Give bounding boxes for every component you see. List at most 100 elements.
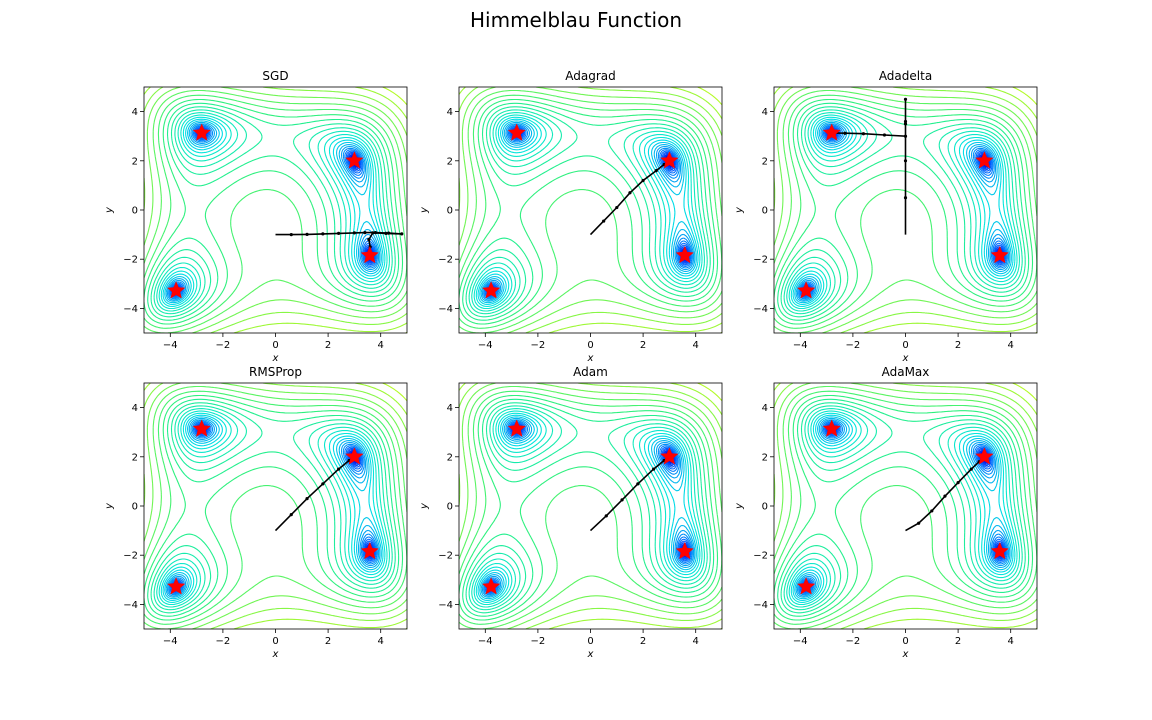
contour-level-12 <box>477 414 699 602</box>
x-tick-label: −4 <box>163 636 178 647</box>
subplot-rmsprop: −4 −2 0 2 4 −4 −2 0 2 4 RMSProp x y <box>104 365 408 660</box>
contour-level-21 <box>459 385 722 629</box>
contour-level-14 <box>788 114 1018 310</box>
x-tick-label: 0 <box>902 636 908 647</box>
x-axis-label: x <box>902 649 909 660</box>
x-tick-label: 0 <box>272 340 278 351</box>
path-step-5 <box>654 169 658 173</box>
subplot-adamax: −4 −2 0 2 4 −4 −2 0 2 4 AdaMax x y <box>734 365 1038 660</box>
contour-level-20 <box>459 390 722 625</box>
optimizer-path <box>905 456 985 532</box>
path-step-1 <box>289 513 293 517</box>
contour-level-16 <box>468 405 708 611</box>
contour-level-14 <box>473 114 703 310</box>
x-tick-label: 2 <box>640 636 646 647</box>
contour-level-16 <box>153 405 393 611</box>
path-step-7 <box>882 133 887 137</box>
minimum-star-1 <box>822 123 841 141</box>
path-step-3 <box>903 122 908 126</box>
path-step-8 <box>861 132 866 136</box>
path-step-5 <box>969 467 973 471</box>
x-tick-label: −2 <box>216 636 231 647</box>
subplot-adagrad: −4 −2 0 2 4 −4 −2 0 2 4 Adagrad x y <box>419 69 723 364</box>
path-step-3 <box>321 232 325 236</box>
contour-level-11 <box>794 120 1012 304</box>
contour-level-17 <box>150 402 396 614</box>
path-step-4 <box>956 481 960 485</box>
path-step-1 <box>903 196 908 200</box>
y-tick-label: 2 <box>132 452 138 463</box>
x-tick-label: 4 <box>693 636 699 647</box>
x-axis-label: x <box>272 649 279 660</box>
contour-level-10 <box>480 417 696 598</box>
minimum-star-3 <box>360 541 379 560</box>
contour-level-9 <box>166 123 380 301</box>
contour-lines <box>144 87 407 333</box>
contour-level-15 <box>786 408 1020 608</box>
contour-level-1 <box>803 425 1003 591</box>
y-tick-label: −2 <box>753 255 768 266</box>
minimum-star-0 <box>660 447 679 465</box>
path-step-2 <box>903 159 908 163</box>
y-tick-label: −4 <box>753 600 768 611</box>
contour-level-8 <box>483 124 693 300</box>
subplot-sgd: −4 −2 0 2 4 −4 −2 0 2 4 SGD x y <box>104 69 408 364</box>
x-tick-label: 4 <box>1008 636 1014 647</box>
contour-level-21 <box>774 385 1037 629</box>
path-step-9 <box>400 232 404 236</box>
path-step-4 <box>641 178 645 183</box>
contour-level-15 <box>786 112 1020 312</box>
y-tick-label: 2 <box>132 156 138 167</box>
contour-level-20 <box>459 94 722 329</box>
contour-level-20 <box>144 94 407 329</box>
contour-level-11 <box>164 416 382 600</box>
y-tick-label: −2 <box>438 255 453 266</box>
contour-level-1 <box>803 129 1003 295</box>
y-tick-label: −4 <box>123 304 138 315</box>
minimum-star-0 <box>975 447 994 465</box>
contour-level-0 <box>173 425 373 590</box>
y-tick-label: 2 <box>762 452 768 463</box>
minimum-star-3 <box>675 541 694 560</box>
x-tick-label: −4 <box>793 340 808 351</box>
path-step-2 <box>305 232 309 236</box>
contour-level-8 <box>798 124 1008 300</box>
y-tick-label: 4 <box>132 403 138 414</box>
y-tick-label: −2 <box>438 551 453 562</box>
contour-level-13 <box>160 116 386 307</box>
subplot-title: AdaMax <box>882 365 930 379</box>
contour-level-9 <box>481 419 695 597</box>
contour-level-19 <box>459 394 719 621</box>
subplot-title: Adadelta <box>879 69 932 83</box>
contour-level-15 <box>156 408 390 608</box>
contour-level-9 <box>796 419 1010 597</box>
path-step-1 <box>289 233 293 237</box>
path-step-1 <box>604 514 608 518</box>
x-tick-label: 0 <box>902 340 908 351</box>
contour-level-21 <box>774 89 1037 333</box>
path-step-5 <box>352 231 356 235</box>
path-step-2 <box>620 498 624 502</box>
y-tick-label: 0 <box>762 206 768 217</box>
minimum-star-2 <box>481 577 501 595</box>
contour-level-11 <box>164 120 382 304</box>
contour-level-10 <box>795 121 1011 302</box>
contour-level-9 <box>166 419 380 597</box>
x-tick-label: −2 <box>846 636 861 647</box>
minimum-star-2 <box>481 281 501 299</box>
x-tick-label: −4 <box>793 636 808 647</box>
x-tick-label: −4 <box>163 340 178 351</box>
contour-level-12 <box>792 118 1014 306</box>
path-step-3 <box>321 482 325 486</box>
y-tick-label: −2 <box>123 551 138 562</box>
contour-level-8 <box>168 420 378 596</box>
y-tick-label: −4 <box>438 600 453 611</box>
path-step-1 <box>602 219 606 223</box>
y-axis-label: y <box>734 206 745 214</box>
minimum-star-0 <box>345 447 364 465</box>
subplot-adam: −4 −2 0 2 4 −4 −2 0 2 4 Adam x y <box>419 365 723 660</box>
contour-level-13 <box>475 412 701 603</box>
path-step-12 <box>367 237 371 242</box>
contour-level-13 <box>790 412 1016 603</box>
